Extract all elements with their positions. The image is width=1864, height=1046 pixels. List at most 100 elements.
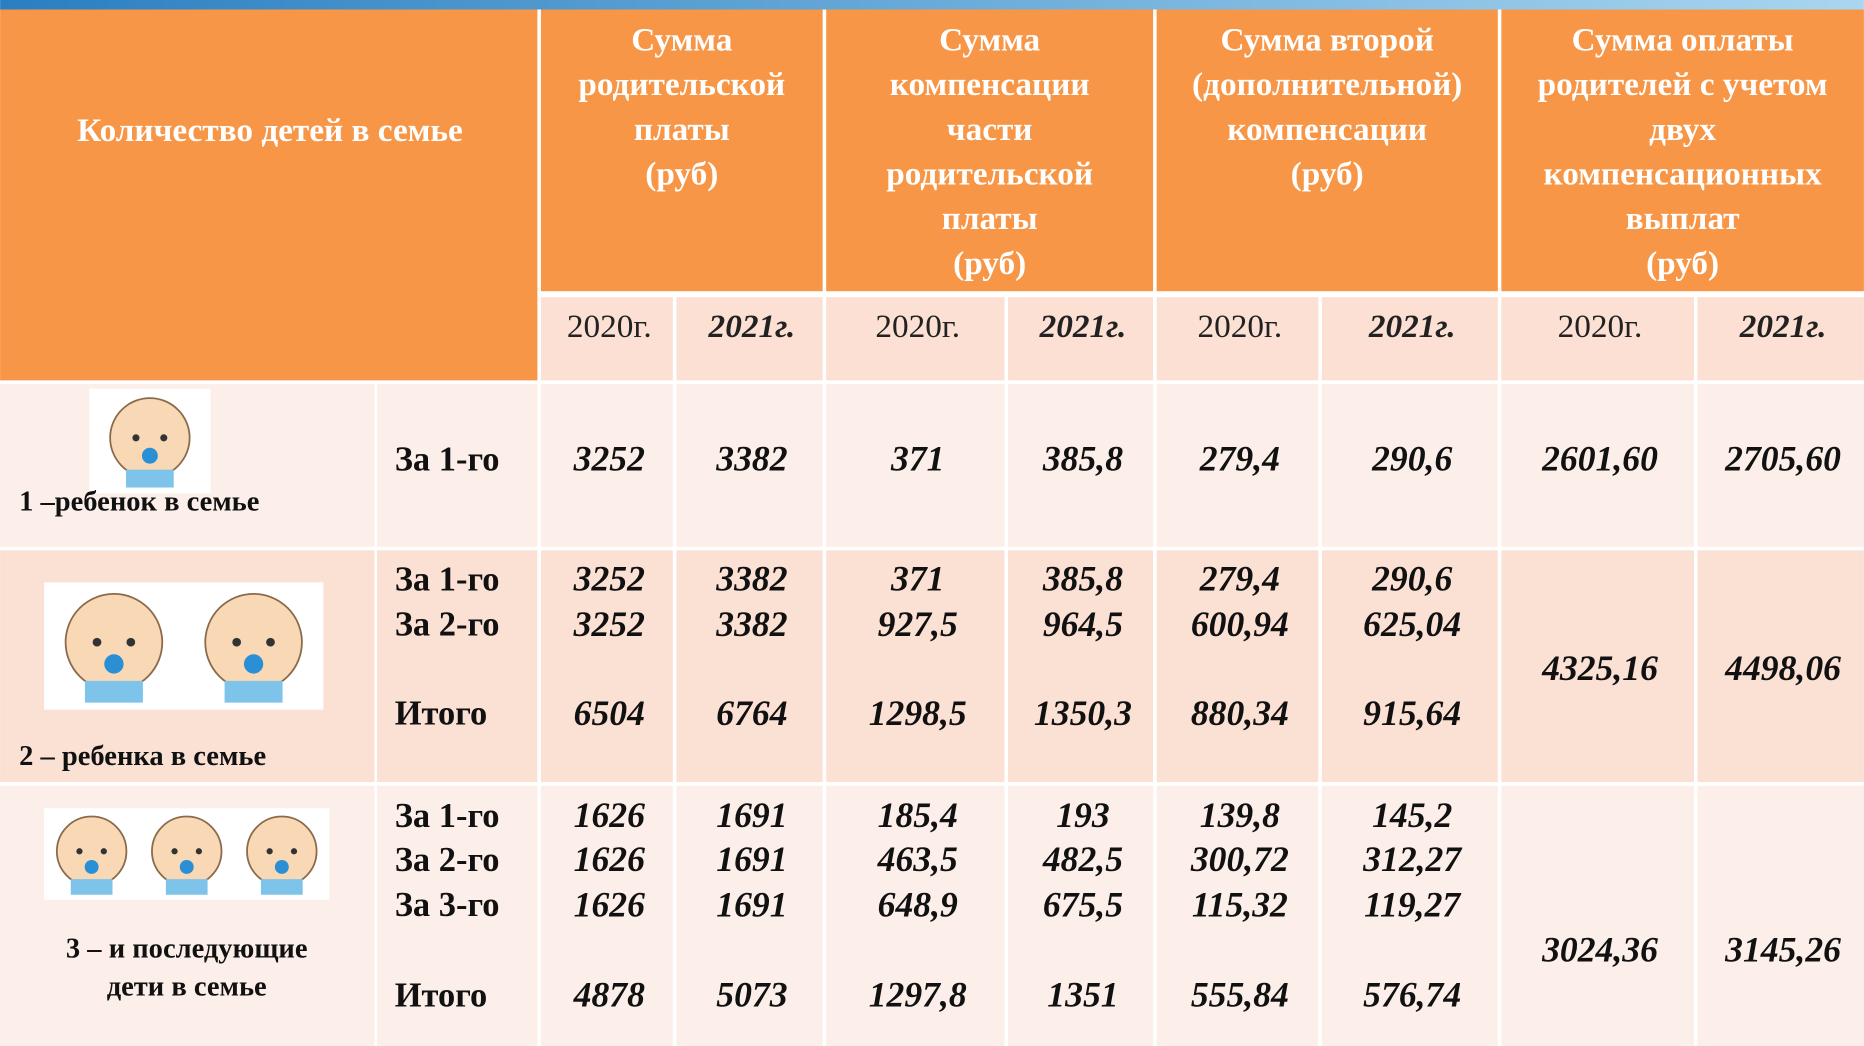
column-header: выплат: [1626, 200, 1740, 237]
cell-value: 1626: [574, 839, 645, 879]
cell-value: 312,27: [1362, 839, 1462, 879]
baby-head: [152, 817, 222, 887]
baby-eye: [126, 638, 135, 647]
baby-head: [247, 817, 317, 887]
baby-eye: [76, 848, 82, 854]
baby-head: [205, 594, 302, 691]
column-header: компенсации: [890, 66, 1090, 103]
cell-value: 145,2: [1372, 795, 1452, 835]
baby-shirt: [126, 470, 174, 488]
cell-value: 119,27: [1364, 884, 1461, 924]
sub-label: Итого: [395, 976, 488, 1014]
column-header: платы: [942, 200, 1038, 237]
cell-value: 1626: [574, 795, 645, 835]
column-header: двух: [1649, 111, 1716, 148]
cell-value: 279,4: [1199, 439, 1280, 479]
cell-value: 193: [1056, 795, 1109, 835]
cell-value: 964,5: [1043, 604, 1123, 644]
column-header: (руб): [1291, 156, 1364, 193]
cell-value: 1351: [1047, 975, 1118, 1015]
cell-value: 385,8: [1042, 559, 1123, 599]
baby-eye: [132, 434, 139, 441]
sub-label: За 2-го: [395, 606, 500, 644]
baby-head: [66, 594, 163, 691]
year-label: 2021г.: [1368, 308, 1456, 345]
cell-value: 6504: [574, 693, 645, 733]
baby-shirt: [166, 879, 208, 895]
cell-value: 3252: [573, 604, 645, 644]
column-header: части: [947, 111, 1033, 148]
year-label: 2020г.: [1197, 308, 1282, 345]
cell-value: 185,4: [878, 795, 958, 835]
column-header: Сумма: [631, 21, 732, 58]
column-header: родителей с учетом: [1538, 66, 1828, 103]
baby-pacifier: [85, 860, 99, 874]
cell-value: 279,4: [1199, 559, 1280, 599]
cell-value: 300,72: [1190, 839, 1289, 879]
total-value: 4325,16: [1541, 648, 1658, 688]
total-value: 3145,26: [1724, 929, 1841, 969]
cell-value: 3382: [715, 559, 787, 599]
cell-value: 1298,5: [869, 693, 967, 733]
baby-pacifier: [244, 654, 263, 673]
total-value: 2705,60: [1724, 439, 1841, 479]
year-label: 2020г.: [567, 308, 652, 345]
table-slide: Количество детей в семье Сумма родительск…: [0, 0, 1864, 1046]
baby-eye: [291, 848, 297, 854]
baby-eye: [160, 434, 167, 441]
cell-value: 625,04: [1363, 604, 1461, 644]
column-header: платы: [634, 111, 730, 148]
row-label: 3 – и последующие: [66, 933, 308, 964]
sub-label: За 1-го: [395, 560, 500, 598]
sub-label: Итого: [395, 695, 488, 733]
baby-shirt: [225, 681, 283, 703]
row-label: 2 – ребенка в семье: [19, 741, 266, 772]
year-label: 2021г.: [708, 308, 796, 345]
cell-value: 555,84: [1191, 975, 1289, 1015]
total-value: 2601,60: [1541, 439, 1658, 479]
cell-value: 1350,3: [1034, 693, 1132, 733]
sub-label: За 1-го: [395, 797, 500, 835]
cell-value: 927,5: [878, 604, 958, 644]
cell-value: 600,94: [1191, 604, 1289, 644]
baby-pacifier: [180, 860, 194, 874]
cell-value: 139,8: [1200, 795, 1280, 835]
baby-pacifier: [275, 860, 289, 874]
cell-value: 1297,8: [869, 975, 967, 1015]
baby-shirt: [261, 879, 303, 895]
year-label: 2021г.: [1039, 308, 1127, 345]
year-label: 2020г.: [1558, 308, 1643, 345]
column-header: родительской: [578, 66, 785, 103]
year-label: 2020г.: [875, 308, 960, 345]
cell-value: 371: [890, 439, 944, 479]
row-cell: [1697, 786, 1863, 1046]
baby-pacifier: [104, 654, 123, 673]
column-header: Сумма оплаты: [1572, 21, 1794, 58]
cell-value: 675,5: [1043, 884, 1123, 924]
baby-shirt: [85, 681, 143, 703]
baby-eye: [266, 638, 275, 647]
column-header: (руб): [645, 156, 718, 193]
cell-value: 482,5: [1042, 839, 1123, 879]
cell-value: 648,9: [878, 884, 958, 924]
cell-value: 1626: [574, 884, 645, 924]
cell-value: 915,64: [1363, 693, 1461, 733]
cell-value: 3382: [715, 439, 787, 479]
total-value: 3024,36: [1541, 929, 1658, 969]
baby-eye: [232, 638, 241, 647]
year-label: 2021г.: [1739, 308, 1827, 345]
baby-eye: [171, 848, 177, 854]
baby-head: [57, 817, 127, 887]
baby-eye: [93, 638, 102, 647]
cell-value: 5073: [716, 975, 787, 1015]
column-header: (руб): [1646, 245, 1719, 282]
cell-value: 371: [890, 559, 944, 599]
sub-label: За 1-го: [395, 440, 500, 478]
column-header: компенсации: [1227, 111, 1427, 148]
header-cell: [0, 10, 537, 381]
cell-value: 880,34: [1191, 693, 1289, 733]
cell-value: 115,32: [1192, 884, 1288, 924]
cell-value: 290,6: [1371, 559, 1452, 599]
cell-value: 4878: [573, 975, 645, 1015]
header-row-label: Количество детей в семье: [77, 112, 463, 149]
